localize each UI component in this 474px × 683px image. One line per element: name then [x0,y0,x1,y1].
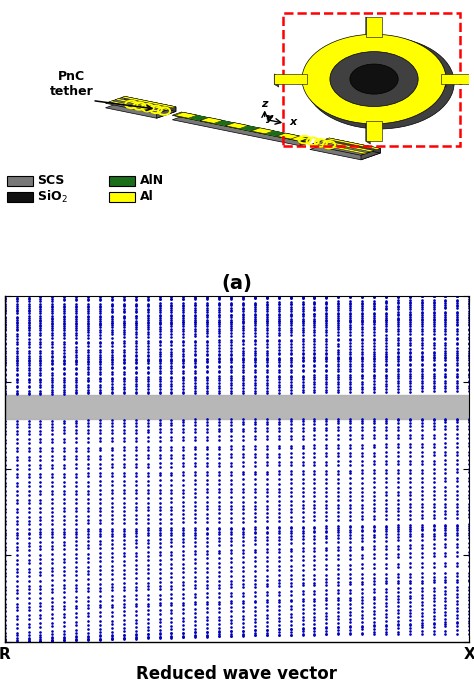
Polygon shape [125,96,176,111]
Polygon shape [313,143,367,154]
Bar [7,192,33,202]
Text: y: y [266,113,273,123]
Polygon shape [106,101,176,118]
Polygon shape [121,96,176,108]
Polygon shape [226,123,248,128]
Polygon shape [274,74,279,87]
Circle shape [350,64,398,94]
Polygon shape [265,131,285,137]
Text: (a): (a) [221,274,253,293]
Circle shape [302,34,446,124]
Polygon shape [300,138,309,145]
Polygon shape [106,96,176,113]
Text: SiO$_2$: SiO$_2$ [37,189,68,205]
Polygon shape [109,101,163,113]
Polygon shape [276,133,300,139]
Polygon shape [310,138,380,155]
Text: z: z [262,99,268,109]
Polygon shape [441,74,446,87]
Bar [7,176,33,186]
Polygon shape [361,148,380,160]
Bar [5,395,469,419]
Polygon shape [173,117,309,145]
Polygon shape [310,143,380,160]
Text: x: x [290,117,297,127]
Polygon shape [181,112,309,143]
Text: SCS: SCS [37,174,64,187]
X-axis label: Reduced wave vector: Reduced wave vector [137,665,337,683]
Text: Al: Al [139,191,153,204]
Polygon shape [441,74,474,84]
Polygon shape [174,112,197,118]
Circle shape [330,52,418,107]
Polygon shape [173,112,309,141]
Polygon shape [189,115,209,121]
Polygon shape [115,98,170,110]
Polygon shape [214,120,235,126]
Polygon shape [365,17,383,37]
Polygon shape [251,128,274,134]
Text: PnC
tether: PnC tether [49,70,93,98]
Polygon shape [156,107,176,118]
Polygon shape [173,113,309,141]
Polygon shape [329,138,380,153]
Polygon shape [274,74,307,84]
Polygon shape [239,126,260,131]
Polygon shape [365,17,370,40]
Polygon shape [200,117,223,124]
Polygon shape [319,140,374,152]
Polygon shape [365,121,370,144]
Circle shape [306,36,454,129]
Bar [109,192,135,202]
Polygon shape [365,121,383,141]
Text: AlN: AlN [139,174,164,187]
Polygon shape [326,138,380,150]
Bar [109,176,135,186]
